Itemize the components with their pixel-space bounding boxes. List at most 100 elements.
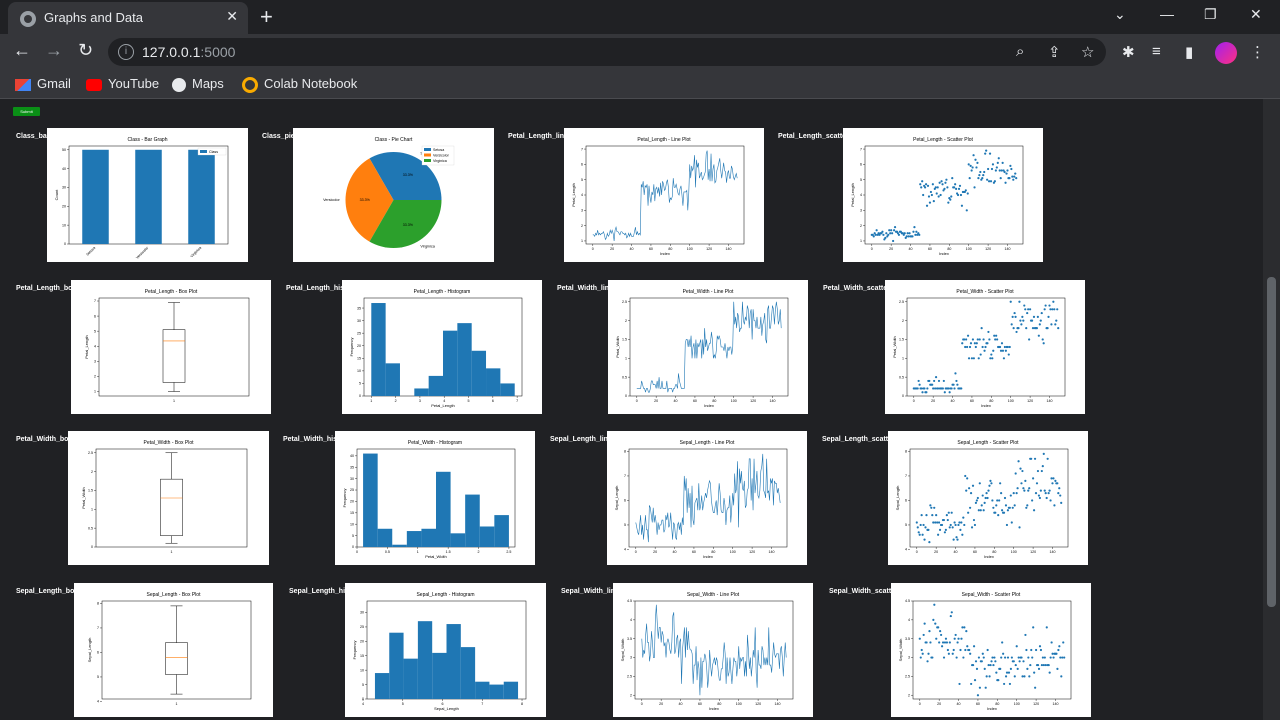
profile-avatar[interactable] <box>1215 42 1237 64</box>
scatter-point <box>1049 308 1052 311</box>
plot-title: Sepal_Width - Line Plot <box>687 592 740 598</box>
bookmark-colab[interactable]: Colab Notebook <box>242 76 357 93</box>
y-tick-label: 20 <box>62 205 66 209</box>
bookmark-maps[interactable]: Maps <box>172 76 224 92</box>
scatter-point <box>994 338 997 341</box>
scatter-point <box>1013 675 1016 678</box>
url-text[interactable]: 127.0.0.1:5000 <box>142 44 236 60</box>
zoom-icon[interactable]: ⌕ <box>1016 43 1025 60</box>
scatter-point <box>1023 675 1026 678</box>
hist-bar <box>432 652 447 699</box>
plot-svg-Petal_Width_box: Petal_Width - Box Plot 0 0.5 1 1.5 2 2.5 Petal_… <box>81 440 248 554</box>
scatter-point <box>915 521 918 524</box>
x-tick-label: 1 <box>417 550 419 554</box>
plot-label-Petal_Width_line: Petal_Width_line <box>557 285 613 292</box>
site-info-icon[interactable]: i <box>118 44 134 60</box>
new-tab-button[interactable]: + <box>260 4 273 29</box>
y-tick-label: 1.5 <box>899 338 904 342</box>
x-tick-label: 100 <box>1011 550 1017 554</box>
scatter-point <box>969 164 972 168</box>
axes-frame <box>906 297 1066 397</box>
scatter-point <box>978 686 981 689</box>
plot-title: Petal_Length - Scatter Plot <box>913 137 973 143</box>
tab-search-icon[interactable]: ⌄ <box>1114 6 1126 22</box>
forward-icon[interactable]: → <box>45 40 63 60</box>
scatter-point <box>941 183 944 186</box>
side-panel-icon[interactable]: ▮ <box>1185 44 1194 61</box>
scatter-point <box>950 611 953 614</box>
media-control-icon[interactable]: ≡ <box>1152 43 1161 60</box>
hist-bar <box>389 632 404 699</box>
address-bar[interactable]: i 127.0.0.1:5000 ⌕ ⇪ ☆ <box>108 38 1106 66</box>
y-tick-label: 0 <box>359 394 361 398</box>
page-scrollbar[interactable] <box>1263 99 1280 720</box>
scatter-point <box>1019 319 1022 322</box>
scatter-point <box>885 232 888 235</box>
plot-title: Class - Pie Chart <box>375 137 413 143</box>
scatter-point <box>920 514 923 517</box>
plot-card-Sepal_Length_scatter: Sepal_Length - Scatter Plot 4 5 6 7 8 Sepal_Le… <box>888 431 1088 565</box>
scatter-point <box>984 686 987 689</box>
browser-tab[interactable]: Graphs and Data ✕ <box>8 2 248 34</box>
scatter-point <box>1027 489 1030 492</box>
plot-svg-Petal_Width_hist: Petal_Width - Histogram0510152025303540F… <box>342 440 516 559</box>
scatter-point <box>1021 315 1024 318</box>
scatter-point <box>922 193 925 197</box>
scatter-point <box>960 204 964 207</box>
bookmark-star-icon[interactable]: ☆ <box>1081 44 1095 61</box>
scatter-point <box>986 342 989 345</box>
x-tick-label: 60 <box>928 247 932 251</box>
restore-icon[interactable]: ❐ <box>1204 6 1217 22</box>
scatter-point <box>1020 482 1023 485</box>
scatter-point <box>947 201 950 204</box>
x-tick-label: 8 <box>521 702 523 706</box>
scatter-point <box>1034 492 1038 495</box>
globe-icon <box>20 11 36 27</box>
scatter-point <box>999 349 1003 352</box>
hist-bar <box>479 526 495 547</box>
scatter-point <box>990 482 993 485</box>
scatter-point <box>918 383 921 386</box>
scatter-point <box>986 496 989 500</box>
scatter-point <box>953 387 956 390</box>
scatter-point <box>921 180 924 183</box>
x-axis-label: Sepal_Length <box>434 706 459 711</box>
bookmark-gmail[interactable]: Gmail <box>15 76 71 91</box>
legend-swatch <box>424 148 431 151</box>
scatter-point <box>1016 487 1019 490</box>
minimize-icon[interactable]: — <box>1160 6 1174 22</box>
scatter-point <box>954 523 957 527</box>
extensions-icon[interactable]: ✱ <box>1122 44 1135 61</box>
scatter-point <box>954 183 957 186</box>
scatter-point <box>908 232 911 235</box>
scatter-point <box>1059 494 1062 497</box>
back-icon[interactable]: ← <box>13 40 31 60</box>
share-icon[interactable]: ⇪ <box>1048 44 1061 61</box>
menu-icon[interactable]: ⋮ <box>1250 44 1265 61</box>
scatter-point <box>1028 487 1031 490</box>
scatter-point <box>1045 496 1048 500</box>
scrollbar-thumb[interactable] <box>1267 277 1276 607</box>
y-axis-label: Sepal_Width <box>620 639 625 662</box>
bookmark-youtube[interactable]: YouTube <box>86 76 159 91</box>
box-iqr <box>162 329 186 383</box>
scatter-point <box>921 533 924 536</box>
scatter-point <box>1025 506 1028 509</box>
scatter-point <box>927 195 931 198</box>
scatter-point <box>960 521 963 524</box>
close-tab-icon[interactable]: ✕ <box>226 8 238 24</box>
scatter-point <box>1010 167 1013 171</box>
scatter-point <box>1041 465 1044 468</box>
scatter-point <box>1023 304 1026 307</box>
scatter-point <box>984 345 987 349</box>
plot-title: Sepal_Length - Histogram <box>416 592 474 598</box>
submit-button[interactable]: Submit <box>13 107 40 116</box>
axes-frame <box>101 600 252 700</box>
scatter-point <box>1006 169 1009 172</box>
scatter-point <box>955 656 958 659</box>
reload-icon[interactable]: ↻ <box>78 40 94 60</box>
pie-pct-label: 33.3% <box>403 173 414 177</box>
close-window-icon[interactable]: ✕ <box>1250 6 1262 22</box>
scatter-point <box>1004 181 1007 184</box>
scatter-point <box>1014 472 1017 475</box>
